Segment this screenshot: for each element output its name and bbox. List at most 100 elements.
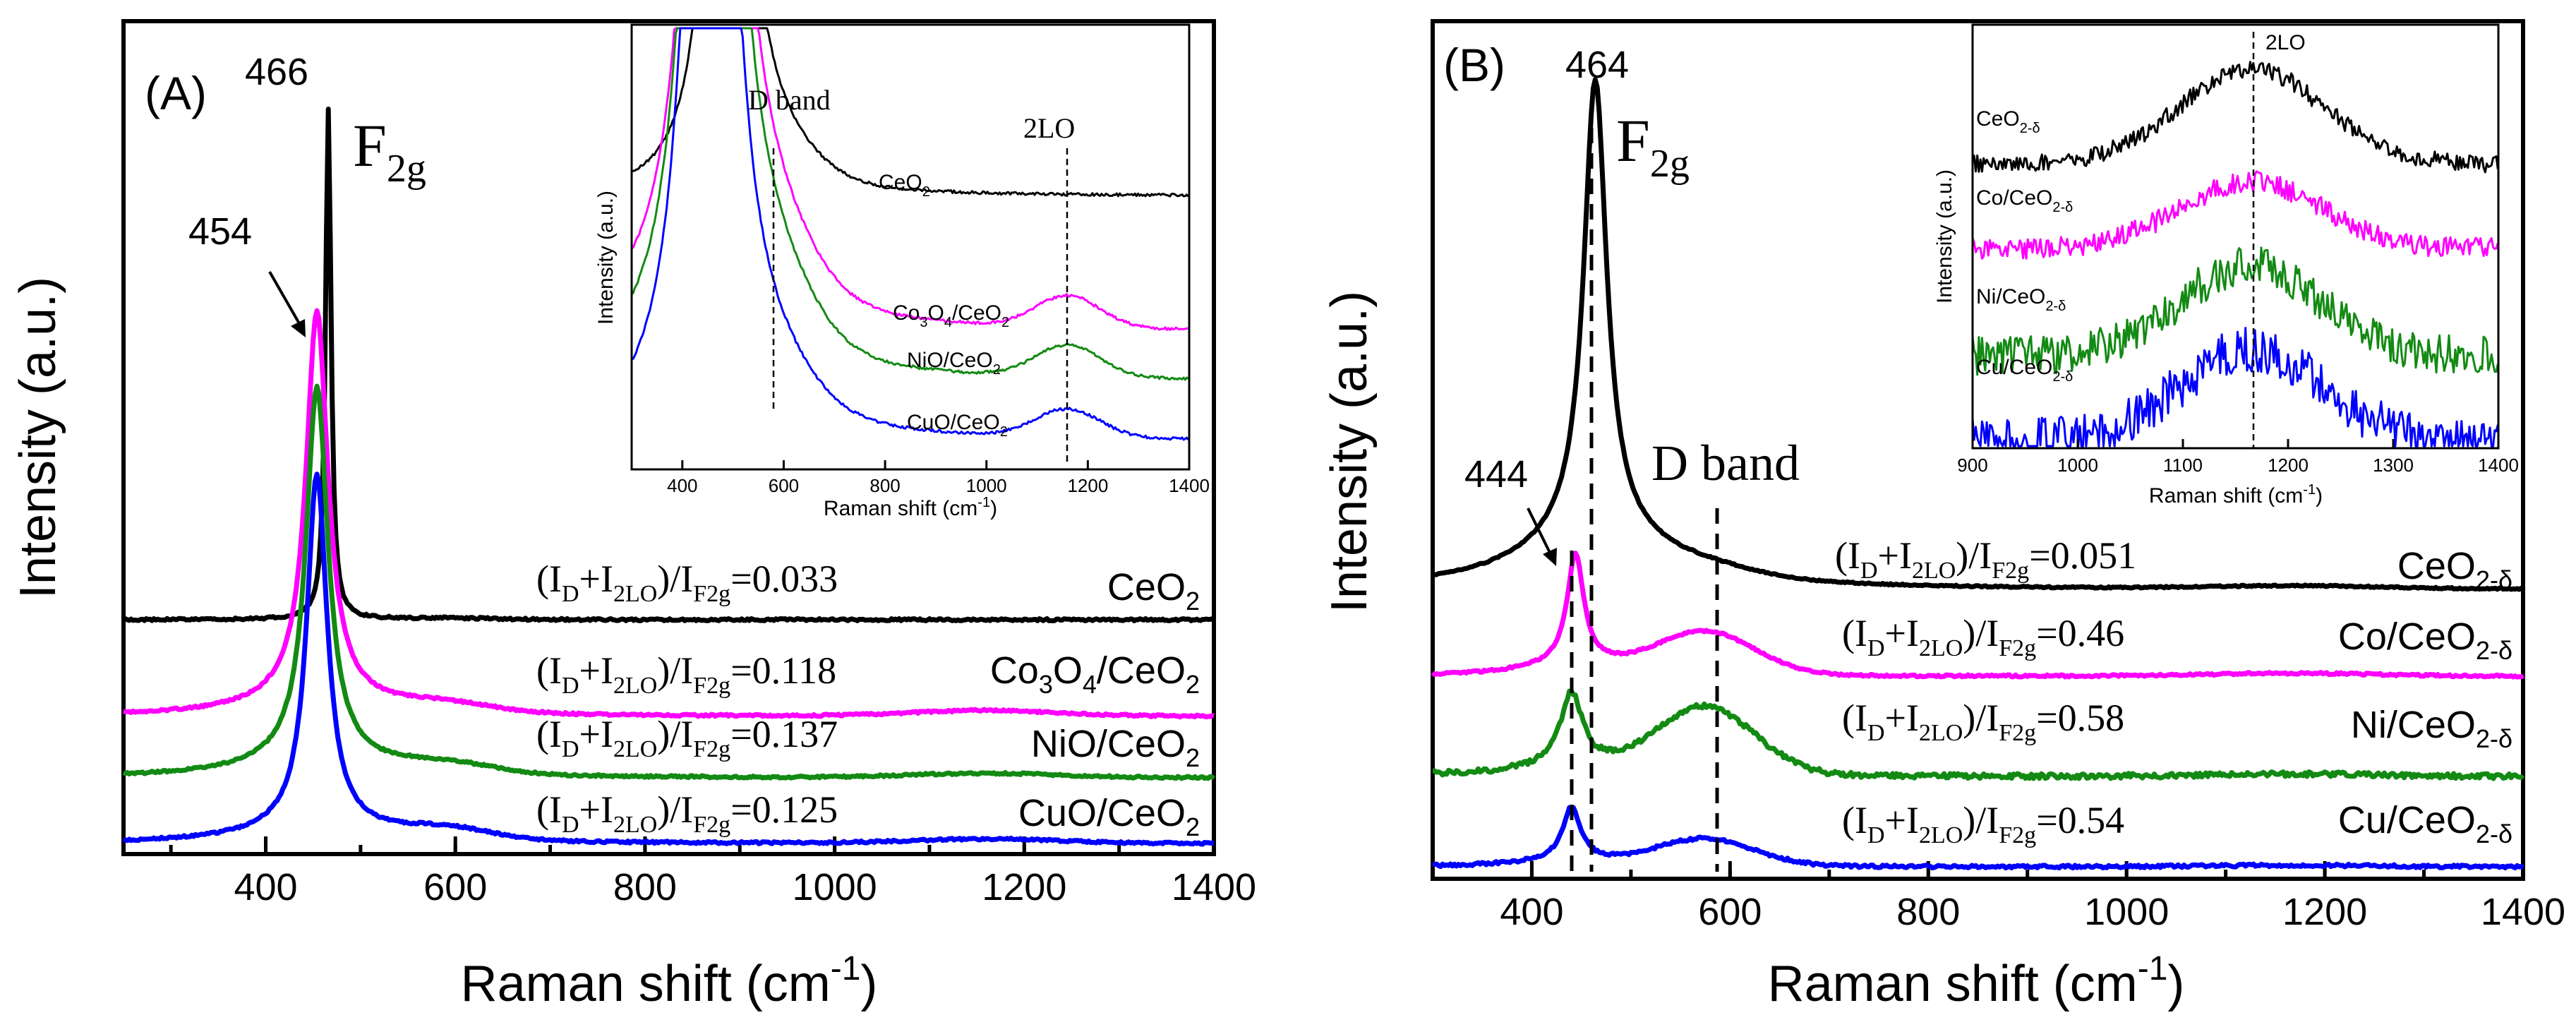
panel-a-series-1 [123,308,1215,720]
panel-b-sample-ceo2: CeO2-δ [2397,545,2512,594]
panel-a-inset-xtick-label: 600 [769,475,799,496]
panel-a-series-2 [122,383,1216,781]
panel-a-peak-label-454: 454 [188,210,252,253]
panel-b-ratio-labels: (ID+I2LO)/IF2g=0.051 (ID+I2LO)/IF2g=0.46… [1835,534,2136,848]
panel-b-sample-labels: CeO2-δ Co/CeO2-δ Ni/CeO2-δ Cu/CeO2-δ [2338,545,2512,848]
panel-a-series-3 [122,472,1215,847]
panel-a-ratio-labels: (ID+I2LO)/IF2g=0.033 (ID+I2LO)/IF2g=0.11… [536,558,838,838]
panel-b-inset-series-2 [1971,246,2499,376]
panel-b-series-0 [1431,77,2524,592]
panel-a-peak-label-466: 466 [245,51,308,93]
panel-b-inset-xtick-label: 1000 [2057,455,2098,476]
panel-b-ratio-co: (ID+I2LO)/IF2g=0.46 [1842,612,2124,661]
panel-a-inset-label-cuo: CuO/CeO2 [907,411,1008,440]
panel-b-peak-label-444: 444 [1464,453,1528,496]
panel-a-inset-label-ceo2: CeO2 [879,171,930,200]
panel-a: 400 600 800 1000 1200 1400 (A) Raman shift (c… [10,19,1256,1012]
panel-b-inset-x-axis-label: Raman shift (cm-1) [2149,482,2323,508]
panel-a-inset-2lo-label: 2LO [1023,112,1075,144]
panel-a-inset-xtick-label: 400 [667,475,697,496]
panel-b-xtick-label: 400 [1500,891,1563,933]
panel-a-x-axis-label: Raman shift (cm-1) [461,950,878,1012]
panel-b-xtick-label: 600 [1698,891,1762,933]
panel-b-x-axis-label: Raman shift (cm-1) [1768,950,2185,1012]
panel-b-peak-arrowhead [1543,548,1557,566]
panel-b-ratio-ceo2: (ID+I2LO)/IF2g=0.051 [1835,534,2136,584]
panel-a-peak-arrow [268,271,301,325]
panel-a-label: (A) [145,67,207,119]
panel-a-x-ticks: 400 600 800 1000 1200 1400 [169,836,1256,908]
panel-b-xtick-label: 1000 [2084,891,2169,933]
panel-b-inset-xtick-label: 1400 [2478,455,2519,476]
panel-a-sample-ceo2: CeO2 [1107,566,1200,615]
panel-b-sample-ni: Ni/CeO2-δ [2351,704,2512,753]
panel-b-inset-xtick-label: 1300 [2373,455,2414,476]
panel-a-f2g-label: F2g [353,112,426,191]
panel-b-peak-label-464: 464 [1565,44,1629,86]
panel-a-inset: 400 600 800 1000 1200 1400 D band 2LO CeO2 Co… [594,23,1210,520]
panel-b-inset-frame [1971,23,2500,450]
panel-a-peak-arrowhead [291,319,306,337]
panel-b-inset-series-1 [1971,170,2499,260]
panel-b-inset-y-axis-label: Intensity (a.u.) [1933,169,1956,304]
panel-a-spectra [122,107,1216,847]
panel-b-ratio-cu: (ID+I2LO)/IF2g=0.54 [1842,799,2124,848]
panel-b-xtick-label: 800 [1896,891,1960,933]
panel-a-inset-xtick-label: 1000 [966,475,1007,496]
panel-b-xtick-label: 1200 [2282,891,2367,933]
panel-a-ratio-ceo2: (ID+I2LO)/IF2g=0.033 [536,558,838,607]
panel-b-frame [1431,19,2525,881]
panel-b-x-ticks: 400 600 800 1000 1200 1400 [1431,861,2565,933]
panel-a-ratio-cuo: (ID+I2LO)/IF2g=0.125 [536,788,838,838]
panel-b-sample-cu: Cu/CeO2-δ [2338,799,2512,848]
panel-b-xtick-label: 1400 [2481,891,2565,933]
panel-a-inset-dband-label: D band [748,84,831,116]
panel-b-inset-label-ceo2: CeO2-δ [1976,107,2040,136]
panel-b-f2g-label: F2g [1616,107,1690,186]
panel-b-inset-series-0 [1972,61,2499,174]
panel-a-inset-label-nio: NiO/CeO2 [907,349,1001,378]
panel-a-sample-co3o4: Co3O4/CeO2 [990,649,1200,699]
panel-a-sample-nio: NiO/CeO2 [1031,723,1200,772]
panel-a-sample-labels: CeO2 Co3O4/CeO2 NiO/CeO2 CuO/CeO2 [990,566,1200,841]
panel-b-series-1 [1431,551,2525,680]
panel-a-inset-label-co3o4: Co3O4/CeO2 [893,301,1009,330]
panel-a-inset-series-3 [631,27,1189,441]
panel-a-inset-spectra [631,27,1189,441]
panel-b-peak-arrow [1527,508,1552,555]
panel-b-inset-xtick-label: 1200 [2268,455,2309,476]
panel-b-inset-label-co: Co/CeO2-δ [1976,186,2073,215]
panel-b-inset-x-ticks: 900 1000 1100 1200 1300 1400 [1957,439,2519,476]
panel-b-spectra [1431,77,2525,871]
panel-b-ratio-ni: (ID+I2LO)/IF2g=0.58 [1842,697,2124,746]
panel-a-inset-y-axis-label: Intensity (a.u.) [594,191,618,325]
panel-b-inset-xtick-label: 1100 [2163,455,2203,476]
panel-a-xtick-label: 400 [234,866,297,908]
panel-b-series-2 [1432,688,2525,781]
panel-b-series-3 [1432,805,2524,871]
panel-a-xtick-label: 1400 [1172,866,1256,908]
panel-a-inset-frame [630,23,1191,471]
panel-b-y-axis-label: Intensity (a.u.) [1321,291,1378,613]
panel-a-inset-xtick-label: 800 [869,475,900,496]
panel-a-inset-x-ticks: 400 600 800 1000 1200 1400 [667,460,1210,496]
panel-a-sample-cuo: CuO/CeO2 [1018,792,1200,841]
panel-a-xtick-label: 1200 [982,866,1066,908]
panel-a-xtick-label: 1000 [793,866,877,908]
panel-b-inset-label-ni: Ni/CeO2-δ [1976,285,2066,314]
panel-b-inset-xtick-label: 900 [1957,455,1987,476]
panel-a-y-axis-label: Intensity (a.u.) [10,277,66,599]
panel-b-sample-co: Co/CeO2-δ [2338,615,2512,665]
panel-a-inset-x-axis-label: Raman shift (cm-1) [824,495,997,520]
panel-a-ratio-co3o4: (ID+I2LO)/IF2g=0.118 [536,649,836,699]
panel-a-ratio-nio: (ID+I2LO)/IF2g=0.137 [536,713,838,762]
panel-b-inset-2lo-label: 2LO [2265,31,2306,54]
panel-b-inset-spectra [1971,61,2499,448]
panel-b-inset-label-cu: Cu/CeO2-δ [1976,356,2073,385]
panel-a-xtick-label: 600 [423,866,487,908]
panel-b-label: (B) [1443,39,1505,91]
panel-b: 400 600 800 1000 1200 1400 (B) Raman shift (c… [1321,19,2565,1012]
panel-a-xtick-label: 800 [613,866,677,908]
panel-b-inset: 900 1000 1100 1200 1300 1400 2LO CeO2-δ Co/Ce… [1933,23,2519,508]
